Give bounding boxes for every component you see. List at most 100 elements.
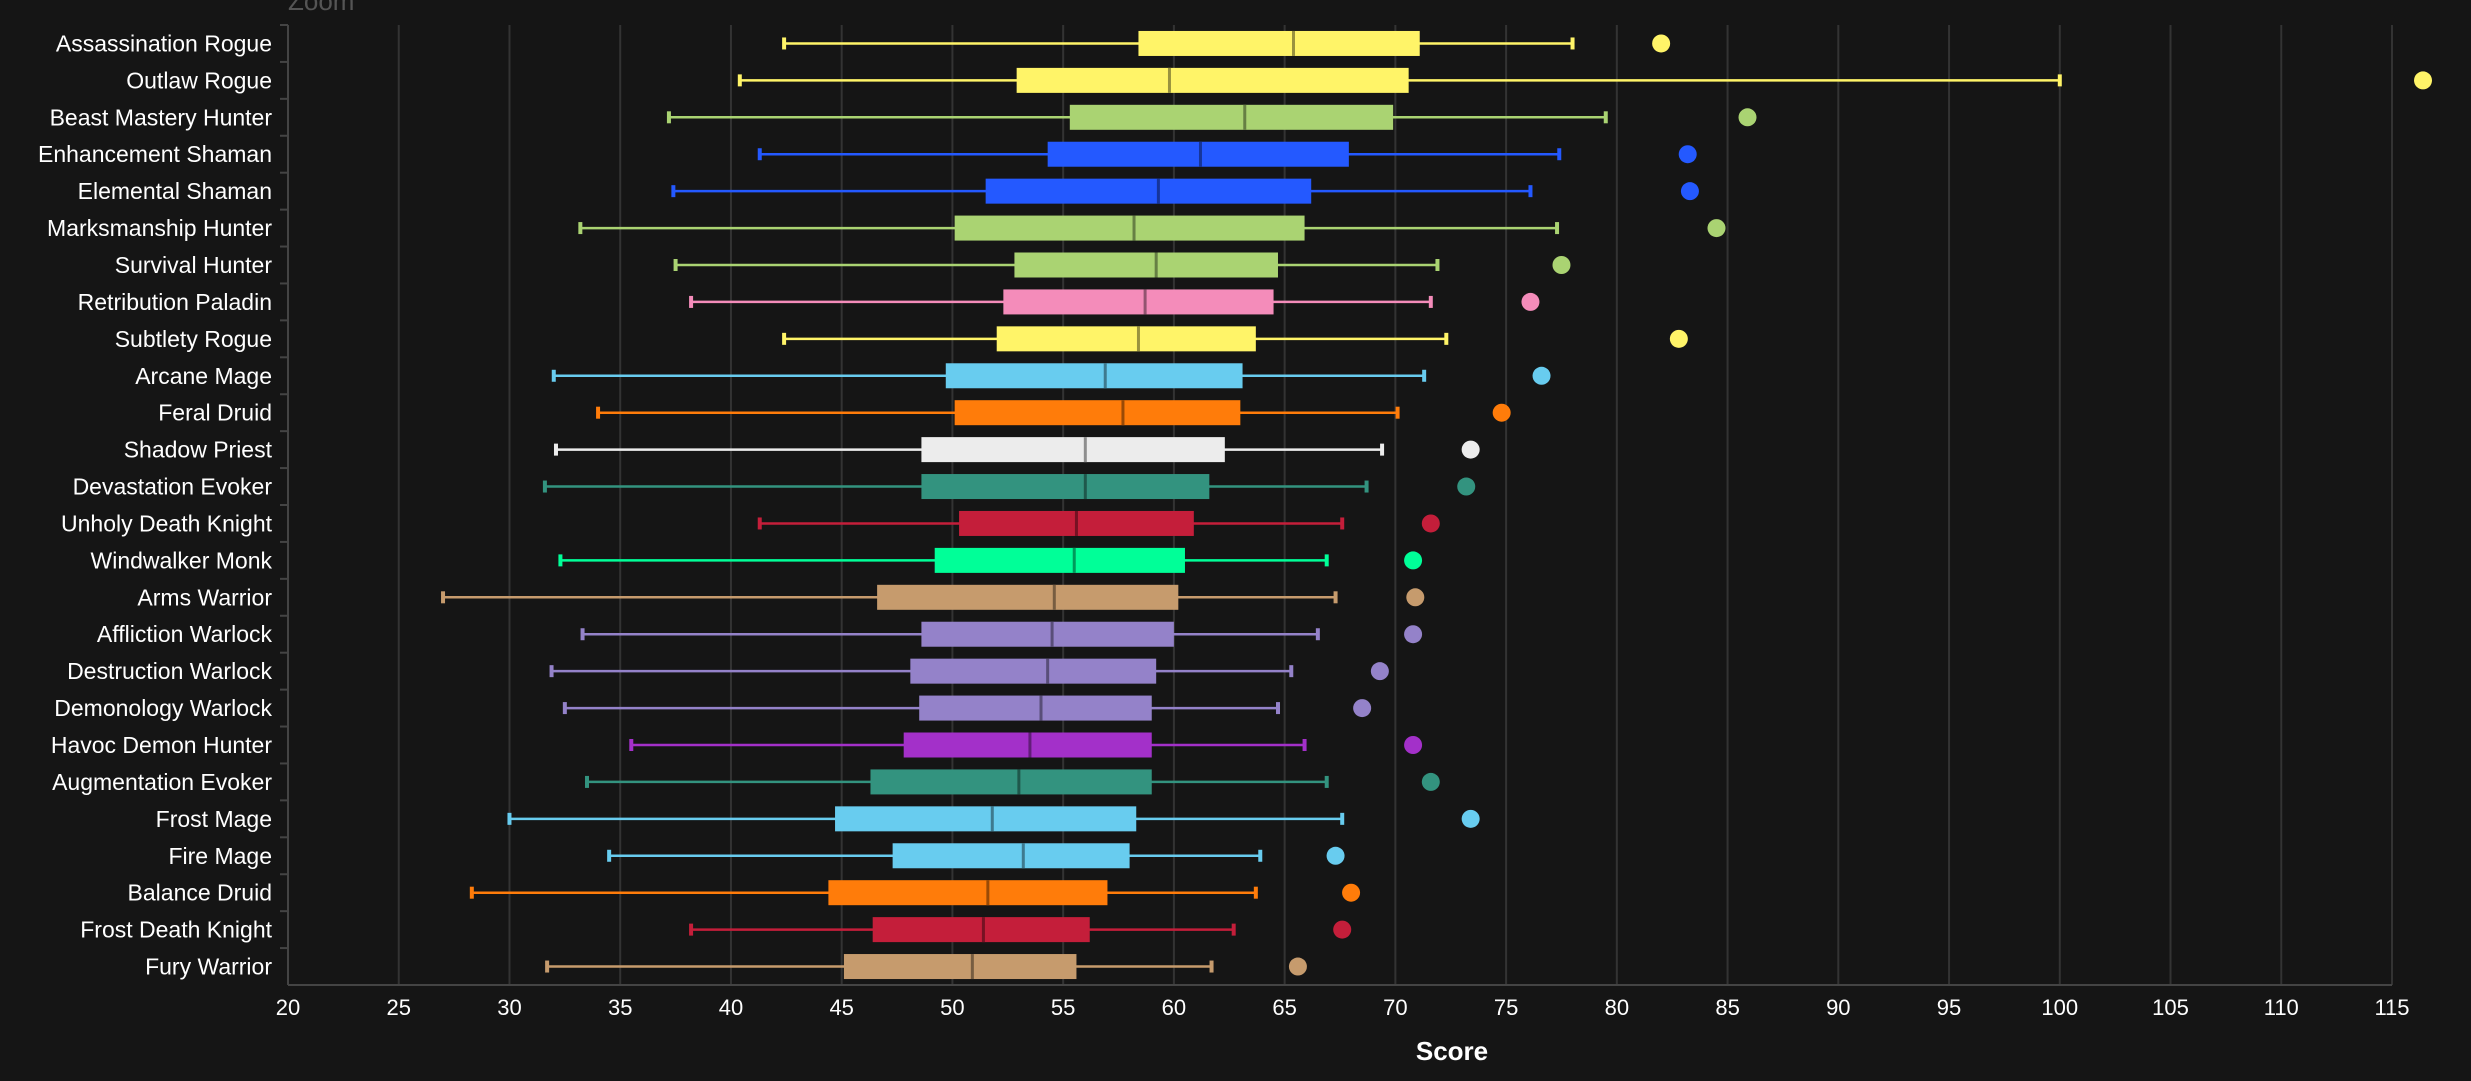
outlier-point [1532, 366, 1551, 385]
outlier-point [1461, 809, 1480, 828]
category-label: Destruction Warlock [67, 658, 272, 684]
box [934, 547, 1185, 573]
outlier-point [1404, 736, 1423, 754]
outlier-point [1406, 588, 1425, 607]
category-label: Fury Warrior [145, 954, 272, 980]
x-tick-label: 95 [1937, 995, 1961, 1020]
outlier-point [1404, 551, 1423, 570]
box [1016, 67, 1409, 93]
outlier-point [1680, 182, 1699, 201]
box [921, 621, 1174, 647]
outlier-point [1457, 477, 1476, 496]
box [945, 363, 1243, 389]
box [921, 474, 1210, 500]
x-tick-label: 80 [1605, 995, 1629, 1020]
outlier-point [1669, 329, 1688, 348]
box [985, 178, 1312, 204]
box [1069, 104, 1394, 130]
x-tick-label: 100 [2041, 995, 2078, 1020]
category-label: Feral Druid [158, 400, 272, 426]
category-label: Arms Warrior [137, 584, 272, 610]
x-tick-label: 55 [1051, 995, 1075, 1020]
outlier-point [1552, 256, 1571, 274]
box [921, 437, 1225, 463]
x-tick-label: 75 [1494, 995, 1518, 1020]
x-tick-label: 70 [1383, 995, 1407, 1020]
box [1003, 289, 1274, 315]
category-label: Havoc Demon Hunter [51, 732, 272, 758]
category-label: Frost Mage [156, 806, 272, 832]
box [919, 695, 1152, 721]
category-label: Affliction Warlock [97, 621, 273, 647]
category-label: Devastation Evoker [73, 474, 273, 500]
category-label: Balance Druid [128, 880, 272, 906]
category-label: Beast Mastery Hunter [50, 104, 273, 130]
outlier-point [1421, 772, 1440, 791]
outlier-point [1652, 34, 1671, 53]
box [835, 806, 1137, 832]
x-tick-label: 105 [2152, 995, 2189, 1020]
x-tick-label: 45 [829, 995, 853, 1020]
x-tick-label: 30 [497, 995, 521, 1020]
outlier-point [2414, 71, 2433, 90]
box [877, 584, 1179, 610]
x-tick-label: 85 [1715, 995, 1739, 1020]
outlier-point [1461, 440, 1480, 459]
x-tick-label: 20 [276, 995, 300, 1020]
outlier-point [1342, 883, 1361, 902]
x-tick-label: 25 [386, 995, 410, 1020]
outlier-point [1404, 625, 1423, 644]
box [892, 843, 1130, 869]
box [828, 880, 1108, 906]
category-label: Assassination Rogue [56, 30, 272, 56]
outlier-point [1521, 292, 1540, 311]
outlier-point [1370, 662, 1389, 681]
box [996, 326, 1256, 352]
outlier-point [1421, 514, 1440, 533]
x-tick-label: 115 [2374, 995, 2409, 1020]
category-label: Outlaw Rogue [126, 67, 272, 93]
outlier-point [1492, 403, 1511, 422]
category-label: Survival Hunter [115, 252, 273, 278]
box [1047, 141, 1349, 167]
box [870, 769, 1152, 795]
box [954, 215, 1305, 241]
category-label: Subtlety Rogue [115, 326, 272, 352]
category-label: Arcane Mage [135, 363, 272, 389]
category-label: Windwalker Monk [91, 547, 273, 573]
x-tick-label: 65 [1272, 995, 1296, 1020]
x-tick-label: 50 [940, 995, 964, 1020]
x-tick-label: 60 [1162, 995, 1186, 1020]
category-label: Shadow Priest [124, 437, 273, 463]
category-label: Demonology Warlock [54, 695, 272, 721]
box [903, 732, 1152, 758]
x-tick-label: 35 [608, 995, 632, 1020]
box [1014, 252, 1278, 278]
box [954, 400, 1241, 426]
category-label: Enhancement Shaman [38, 141, 272, 167]
x-axis-label: Score [1416, 1036, 1488, 1066]
x-tick-label: 90 [1826, 995, 1850, 1020]
category-label: Marksmanship Hunter [47, 215, 272, 241]
category-label: Unholy Death Knight [61, 510, 273, 536]
category-label: Elemental Shaman [78, 178, 272, 204]
box [1138, 30, 1420, 56]
outlier-point [1326, 846, 1345, 865]
box [910, 658, 1157, 684]
category-label: Augmentation Evoker [52, 769, 272, 795]
x-tick-label: 110 [2264, 995, 2299, 1020]
outlier-point [1738, 108, 1757, 127]
category-label: Retribution Paladin [78, 289, 272, 315]
box [843, 954, 1077, 980]
box [872, 917, 1090, 943]
category-label: Fire Mage [168, 843, 272, 869]
x-tick-label: 40 [719, 995, 743, 1020]
category-label: Frost Death Knight [80, 917, 272, 943]
outlier-point [1333, 920, 1352, 939]
outlier-point [1288, 957, 1307, 976]
outlier-point [1707, 219, 1726, 238]
outlier-point [1678, 145, 1697, 164]
zoom-label[interactable]: Zoom [288, 0, 355, 16]
outlier-point [1353, 699, 1372, 718]
